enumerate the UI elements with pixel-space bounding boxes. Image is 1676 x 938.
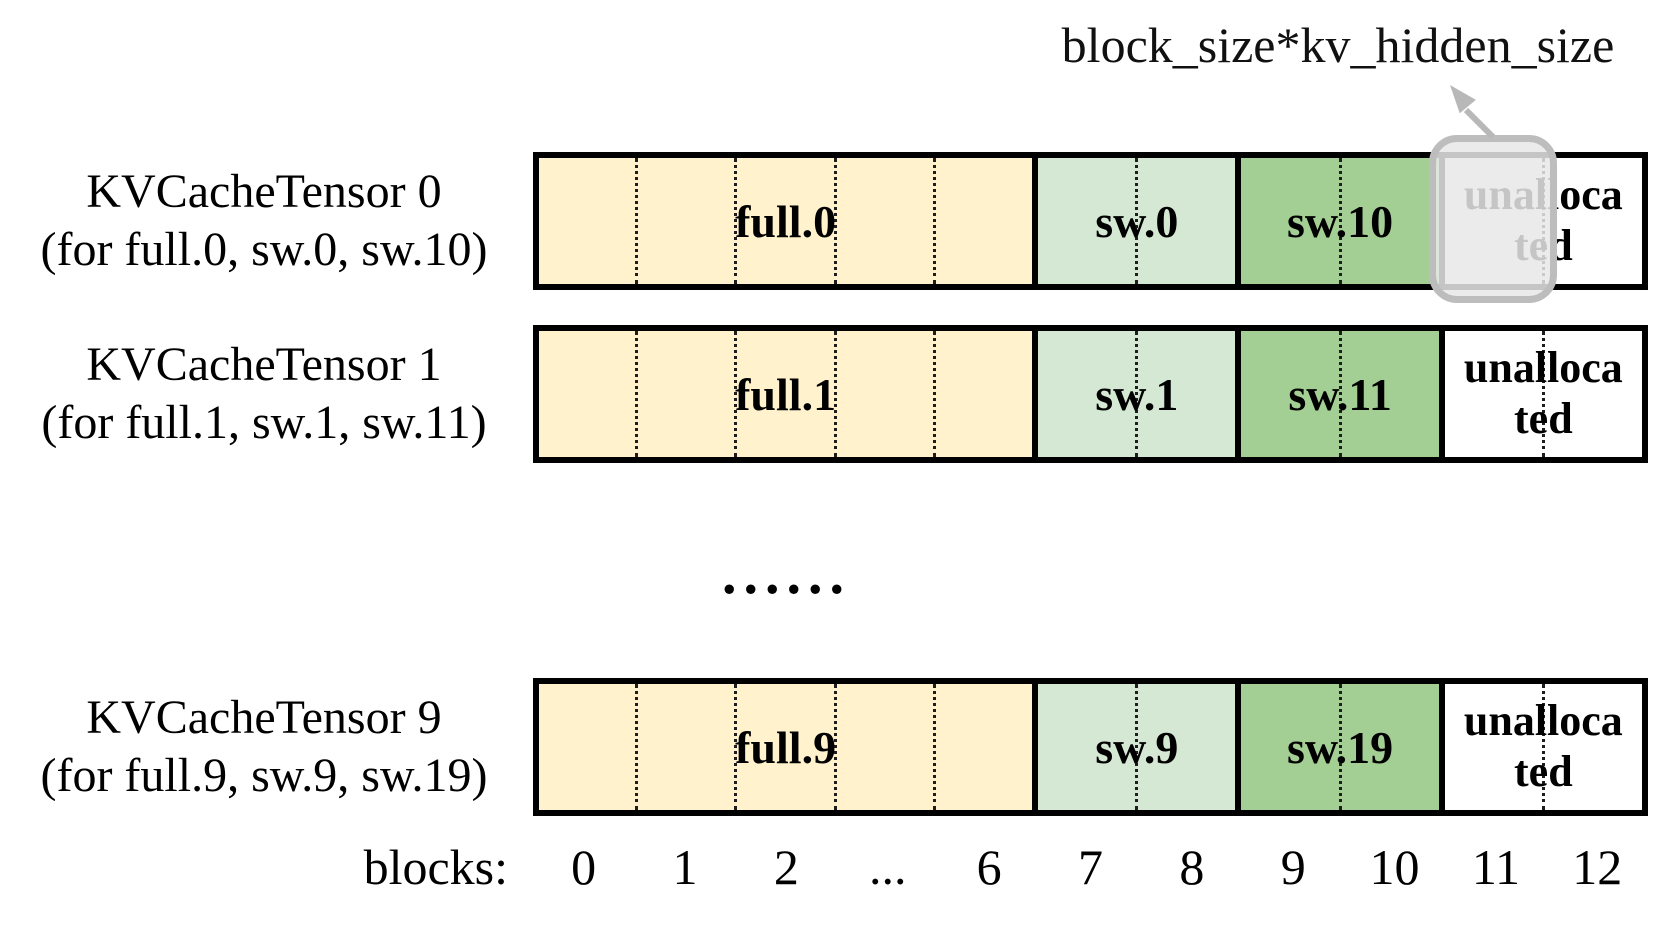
blocks-axis-ticks: 0 1 2 ... 6 7 8 9 10 11 12 (533, 838, 1648, 896)
block-cell (1241, 684, 1342, 810)
block-cells (1038, 158, 1235, 284)
block-cell (1241, 331, 1342, 457)
blocks-axis-caption: blocks: (363, 839, 508, 895)
block-highlight-outline (1429, 135, 1557, 303)
axis-tick-11: 11 (1471, 839, 1520, 895)
tensor-0-title: KVCacheTensor 0 (86, 165, 442, 219)
block-cell (539, 158, 639, 284)
segment-sw-19: sw.19 (1235, 684, 1439, 810)
segment-full-1: full.1 (539, 331, 1033, 457)
tensor-0-subtitle: (for full.0, sw.0, sw.10) (40, 223, 488, 276)
segment-unallocated: unalloca ted (1438, 331, 1642, 457)
block-cells (1038, 331, 1235, 457)
segment-sw-10: sw.10 (1235, 158, 1439, 284)
axis-tick-2: 2 (773, 839, 799, 895)
block-cell (638, 684, 738, 810)
block-cells (1241, 684, 1438, 810)
segment-label: full.0 (735, 195, 837, 247)
block-cell (1445, 684, 1545, 810)
block-cells (539, 331, 1032, 457)
block-cells (539, 158, 1032, 284)
block-cell (737, 158, 837, 284)
kv-cache-tensor-9-bar: full.9 sw.9 sw.19 unalloca ted (533, 678, 1648, 816)
axis-tick-7: 7 (1077, 839, 1103, 895)
axis-tick-10: 10 (1369, 839, 1420, 895)
block-cell (1445, 331, 1545, 457)
block-cell (1038, 158, 1139, 284)
tensor-9-subtitle: (for full.9, sw.9, sw.19) (40, 749, 488, 802)
block-cell (1241, 158, 1342, 284)
segment-label: sw.10 (1287, 195, 1394, 247)
block-cells (1241, 158, 1438, 284)
annotation-arrow-icon (1450, 85, 1496, 140)
block-cells (539, 684, 1032, 810)
block-cell (1038, 684, 1139, 810)
segment-label: sw.19 (1287, 721, 1394, 773)
axis-tick-12: 12 (1572, 839, 1623, 895)
segment-label-unallocated: unalloca ted (1463, 696, 1623, 796)
axis-tick-ellipsis: ... (869, 839, 907, 895)
axis-tick-1: 1 (672, 839, 698, 895)
axis-tick-0: 0 (571, 839, 597, 895)
block-cells (1241, 331, 1438, 457)
rows-ellipsis: ...... (722, 541, 851, 606)
row-label-tensor-9: KVCacheTensor 9 (for full.9, sw.9, sw.19… (8, 678, 520, 816)
axis-tick-9: 9 (1280, 839, 1306, 895)
tensor-1-title: KVCacheTensor 1 (86, 338, 442, 392)
block-cells (1445, 331, 1642, 457)
block-cells (1445, 684, 1642, 810)
axis-tick-6: 6 (976, 839, 1002, 895)
row-label-tensor-1: KVCacheTensor 1 (for full.1, sw.1, sw.11… (8, 325, 520, 463)
tensor-1-subtitle: (for full.1, sw.1, sw.11) (41, 396, 487, 449)
segment-label: sw.1 (1095, 368, 1179, 420)
segment-label: sw.0 (1095, 195, 1179, 247)
segment-full-0: full.0 (539, 158, 1033, 284)
block-cell (1038, 331, 1139, 457)
segment-unallocated: unalloca ted (1438, 684, 1642, 810)
axis-tick-8: 8 (1179, 839, 1205, 895)
block-cell (737, 331, 837, 457)
block-cell (638, 331, 738, 457)
segment-label-unallocated: unalloca ted (1463, 343, 1623, 443)
segment-label: full.1 (735, 368, 837, 420)
segment-label: sw.11 (1288, 368, 1392, 420)
segment-sw-9: sw.9 (1032, 684, 1236, 810)
block-cell (837, 158, 936, 284)
tensor-9-title: KVCacheTensor 9 (86, 691, 442, 745)
block-cell (737, 684, 837, 810)
block-cell (837, 331, 936, 457)
block-cell (638, 158, 738, 284)
block-cells (1038, 684, 1235, 810)
segment-label: full.9 (735, 721, 837, 773)
segment-sw-1: sw.1 (1032, 331, 1236, 457)
block-cell (837, 684, 936, 810)
kv-cache-tensor-1-bar: full.1 sw.1 sw.11 unalloca ted (533, 325, 1648, 463)
block-size-annotation: block_size*kv_hidden_size (1061, 17, 1615, 73)
segment-sw-11: sw.11 (1235, 331, 1439, 457)
row-label-tensor-0: KVCacheTensor 0 (for full.0, sw.0, sw.10… (8, 152, 520, 290)
segment-full-9: full.9 (539, 684, 1033, 810)
segment-sw-0: sw.0 (1032, 158, 1236, 284)
block-cell (539, 684, 639, 810)
block-cell (539, 331, 639, 457)
segment-label: sw.9 (1095, 721, 1179, 773)
